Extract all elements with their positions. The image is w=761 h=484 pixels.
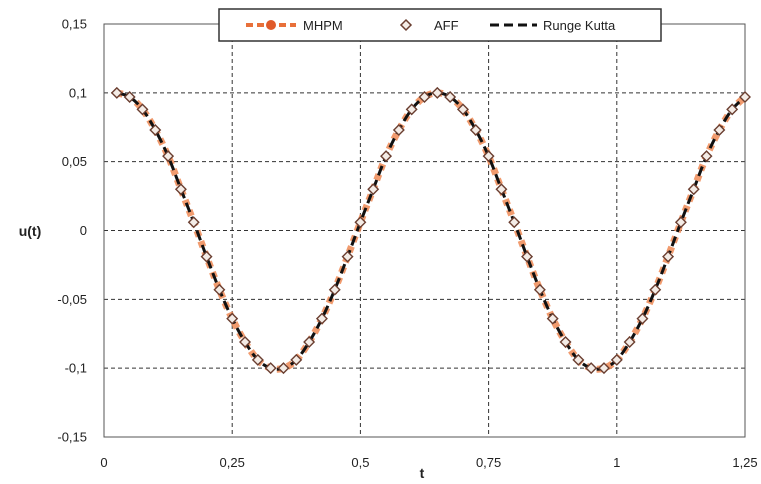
legend-runge-kutta-label: Runge Kutta (543, 18, 616, 33)
x-tick-label: 0 (100, 455, 107, 470)
x-tick-label: 0,75 (476, 455, 501, 470)
series-aff-point (136, 103, 149, 116)
legend-aff-swatch-marker (399, 18, 413, 32)
y-axis-title: u(t) (19, 223, 42, 239)
series-aff-point (508, 216, 521, 229)
series-aff-point (162, 150, 175, 163)
series-aff-point (700, 150, 713, 163)
x-axis-title: t (420, 465, 425, 481)
legend-mhpm-swatch-marker (266, 20, 276, 30)
series-aff-point (392, 124, 405, 136)
series-aff-point (687, 183, 700, 196)
series-aff-point (328, 283, 341, 296)
x-tick-label: 1 (613, 455, 620, 470)
series-aff-point (713, 124, 726, 136)
series-aff-point (610, 353, 623, 366)
series-aff-point (380, 150, 393, 163)
series-aff-point (572, 353, 585, 366)
series-aff-point (405, 103, 418, 116)
y-tick-label: 0,15 (62, 17, 87, 32)
series-aff-point (315, 312, 328, 325)
series-aff-point (277, 362, 290, 375)
x-tick-label: 0,5 (351, 455, 369, 470)
series-aff-point (456, 103, 469, 116)
y-tick-label: -0,05 (57, 292, 87, 307)
legend-item-mhpm: MHPM (246, 18, 343, 33)
series-aff-point (303, 336, 316, 348)
series-aff-point (623, 336, 636, 348)
x-tick-label: 1,25 (732, 455, 757, 470)
series-aff-point (110, 86, 123, 99)
y-tick-label: -0,1 (65, 361, 87, 376)
series-aff-point (726, 103, 739, 116)
tick-labels: 0 0,25 0,5 0,75 1 1,25 -0,15 -0,1 -0,05 0 0,05 0,1 0… (57, 17, 757, 471)
series-aff-point (187, 216, 200, 229)
series-aff-point (533, 283, 546, 296)
series-aff-point (367, 183, 380, 196)
y-tick-label: 0,05 (62, 154, 87, 169)
legend: MHPM AFF Runge Kutta (218, 8, 662, 42)
legend-item-aff: AFF (399, 18, 459, 33)
series-aff-point (444, 90, 457, 103)
series-aff-point (431, 86, 444, 99)
series-aff-point (418, 90, 431, 103)
series-aff-point (341, 250, 354, 263)
series-aff-point (290, 353, 303, 366)
series-aff-point (174, 183, 187, 196)
series-aff-point (559, 336, 572, 348)
y-tick-label: -0,15 (57, 430, 87, 445)
legend-mhpm-label: MHPM (303, 18, 343, 33)
series-aff-point (546, 312, 559, 325)
legend-aff-label: AFF (434, 18, 459, 33)
y-tick-label: 0,1 (69, 85, 87, 100)
series-aff-point (662, 250, 675, 263)
series-aff-point (239, 336, 252, 348)
series-aff-point (251, 353, 264, 366)
series-aff-point (482, 150, 495, 163)
series-aff-point (649, 283, 662, 296)
series-aff-point (521, 250, 534, 263)
series-aff-point (597, 362, 610, 375)
series-aff-point (495, 183, 508, 196)
series-aff-point (674, 216, 687, 229)
series-aff-point (226, 312, 239, 325)
series-aff-point (354, 216, 367, 229)
series-aff-point (636, 312, 649, 325)
series-aff-point (585, 362, 598, 375)
series-aff-point (264, 362, 277, 375)
series-layer (110, 86, 751, 375)
x-tick-label: 0,25 (220, 455, 245, 470)
series-aff-point (123, 90, 136, 103)
series-aff-point (469, 124, 482, 136)
series-aff-point (739, 90, 751, 103)
y-tick-label: 0 (80, 223, 87, 238)
series-aff-point (213, 283, 226, 296)
legend-item-runge-kutta: Runge Kutta (490, 18, 616, 33)
grid (104, 24, 745, 437)
series-aff-point (200, 250, 213, 263)
series-aff-point (149, 124, 162, 136)
